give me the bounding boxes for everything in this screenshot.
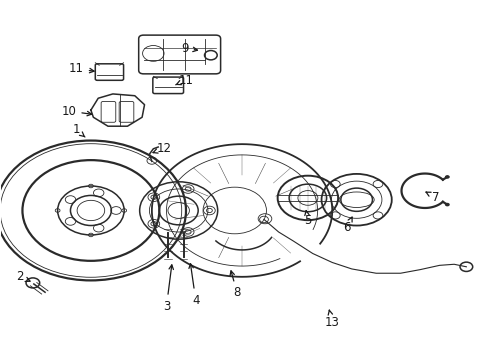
Text: 8: 8 — [229, 271, 241, 300]
Text: 2: 2 — [17, 270, 30, 283]
Text: 11: 11 — [175, 74, 193, 87]
Circle shape — [444, 175, 449, 179]
Text: 3: 3 — [163, 265, 173, 313]
Text: 9: 9 — [181, 41, 197, 54]
Text: 5: 5 — [304, 211, 311, 227]
Text: 1: 1 — [72, 123, 85, 137]
Text: 4: 4 — [188, 264, 199, 307]
Text: 10: 10 — [61, 105, 91, 118]
Text: 13: 13 — [324, 310, 339, 329]
Circle shape — [444, 203, 449, 206]
Text: 6: 6 — [343, 217, 351, 234]
Text: 11: 11 — [69, 62, 94, 75]
Text: 7: 7 — [425, 191, 439, 204]
Text: 12: 12 — [153, 142, 171, 155]
